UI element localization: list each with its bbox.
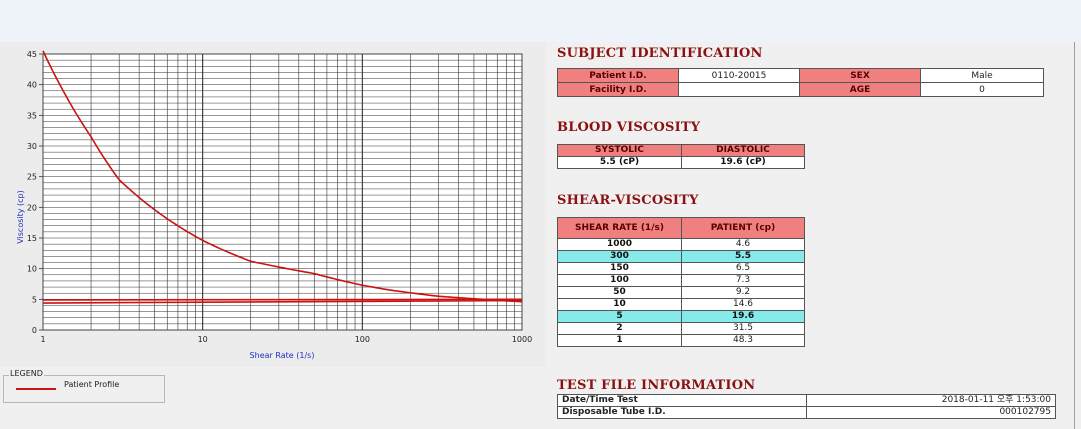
tube-id-label: Disposable Tube I.D. bbox=[557, 406, 807, 419]
y-tick-label: 40 bbox=[27, 81, 37, 90]
patient-value-cell: 6.5 bbox=[681, 262, 805, 275]
datetime-label: Date/Time Test bbox=[557, 394, 807, 407]
facility-id-label: Facility I.D. bbox=[557, 82, 679, 97]
x-tick-labels: 1 10 100 1000 bbox=[40, 335, 532, 344]
test-file-table: Date/Time Test 2018-01-11 오후 1:53:00 Dis… bbox=[557, 394, 1056, 419]
series-line bbox=[42, 50, 523, 303]
sex-label: SEX bbox=[799, 68, 921, 83]
shear-rate-cell: 150 bbox=[557, 262, 682, 275]
shear-rate-cell: 1000 bbox=[557, 238, 682, 251]
diastolic-label: DIASTOLIC bbox=[681, 144, 805, 157]
y-tick-label: 5 bbox=[32, 295, 37, 304]
window-edge bbox=[1074, 42, 1075, 429]
patient-id-label: Patient I.D. bbox=[557, 68, 679, 83]
y-tick-label: 20 bbox=[27, 203, 37, 212]
y-tick-label: 25 bbox=[27, 173, 37, 182]
shear-rate-cell: 5 bbox=[557, 310, 682, 323]
y-tick-label: 15 bbox=[27, 234, 37, 243]
systolic-label: SYSTOLIC bbox=[557, 144, 682, 157]
shear-rate-cell: 300 bbox=[557, 250, 682, 263]
shear-rows: 1000 4.6 300 5.5 150 6.5 100 7.3 50 9.2 10 14.6 5 19.… bbox=[557, 238, 805, 347]
y-tick-label: 10 bbox=[27, 265, 37, 274]
age-label: AGE bbox=[799, 82, 921, 97]
blood-viscosity-title: BLOOD VISCOSITY bbox=[557, 120, 701, 135]
tube-id-value: 000102795 bbox=[806, 406, 1056, 419]
table-row: 100 7.3 bbox=[557, 274, 805, 287]
patient-value-cell: 4.6 bbox=[681, 238, 805, 251]
y-tick-label: 0 bbox=[32, 326, 37, 335]
plot-area bbox=[43, 54, 522, 330]
table-row: 5.5 (cP) 19.6 (cP) bbox=[557, 156, 805, 169]
x-tick-label: 100 bbox=[355, 335, 370, 344]
y-tick-labels: 45 40 35 30 25 20 15 10 5 0 bbox=[27, 50, 37, 335]
shear-rate-cell: 50 bbox=[557, 286, 682, 299]
patient-id-value: 0110-20015 bbox=[678, 68, 800, 83]
table-header-row: SHEAR RATE (1/s) PATIENT (cp) bbox=[557, 217, 805, 239]
patient-column-header: PATIENT (cp) bbox=[681, 217, 805, 239]
subject-table: Patient I.D. 0110-20015 SEX Male Facilit… bbox=[557, 68, 1044, 97]
shear-rate-cell: 100 bbox=[557, 274, 682, 287]
blood-viscosity-table: SYSTOLIC DIASTOLIC 5.5 (cP) 19.6 (cP) bbox=[557, 144, 805, 169]
y-axis-label: Viscosity (cp) bbox=[16, 190, 25, 244]
shear-viscosity-title: SHEAR-VISCOSITY bbox=[557, 193, 699, 208]
plot-frame bbox=[42, 53, 523, 331]
table-row: 150 6.5 bbox=[557, 262, 805, 275]
chart-series bbox=[42, 50, 523, 304]
shear-rate-cell: 2 bbox=[557, 322, 682, 335]
shear-rate-column-header: SHEAR RATE (1/s) bbox=[557, 217, 682, 239]
table-row: SYSTOLIC DIASTOLIC bbox=[557, 144, 805, 157]
series-line bbox=[42, 299, 523, 304]
viscosity-chart: 45 40 35 30 25 20 15 10 5 0 1 10 100 1000 Viscosity … bbox=[0, 42, 545, 367]
table-row: 1000 4.6 bbox=[557, 238, 805, 251]
test-file-information-title: TEST FILE INFORMATION bbox=[557, 378, 756, 393]
systolic-value: 5.5 (cP) bbox=[557, 156, 682, 169]
table-row: 300 5.5 bbox=[557, 250, 805, 263]
table-row: Patient I.D. 0110-20015 SEX Male bbox=[557, 68, 1044, 83]
patient-value-cell: 14.6 bbox=[681, 298, 805, 311]
top-bar bbox=[0, 0, 1081, 42]
series-line bbox=[42, 298, 523, 301]
datetime-value: 2018-01-11 오후 1:53:00 bbox=[806, 394, 1056, 407]
chart-legend: LEGEND Patient Profile bbox=[3, 369, 165, 403]
x-tick-label: 10 bbox=[198, 335, 208, 344]
table-row: 2 31.5 bbox=[557, 322, 805, 335]
table-row: 50 9.2 bbox=[557, 286, 805, 299]
shear-viscosity-table: SHEAR RATE (1/s) PATIENT (cp) 1000 4.6 300… bbox=[557, 217, 805, 347]
table-row: Facility I.D. AGE 0 bbox=[557, 82, 1044, 97]
x-tick-label: 1000 bbox=[512, 335, 532, 344]
diastolic-value: 19.6 (cP) bbox=[681, 156, 805, 169]
legend-line-swatch bbox=[16, 388, 56, 390]
sex-value: Male bbox=[920, 68, 1044, 83]
shear-rate-cell: 1 bbox=[557, 334, 682, 347]
table-row: 10 14.6 bbox=[557, 298, 805, 311]
patient-value-cell: 9.2 bbox=[681, 286, 805, 299]
y-tick-label: 30 bbox=[27, 142, 37, 151]
patient-value-cell: 5.5 bbox=[681, 250, 805, 263]
table-row: 5 19.6 bbox=[557, 310, 805, 323]
legend-title: LEGEND bbox=[9, 369, 44, 378]
facility-id-value bbox=[678, 82, 800, 97]
subject-identification-title: SUBJECT IDENTIFICATION bbox=[557, 46, 763, 61]
patient-value-cell: 19.6 bbox=[681, 310, 805, 323]
y-tick-label: 35 bbox=[27, 111, 37, 120]
patient-value-cell: 48.3 bbox=[681, 334, 805, 347]
shear-rate-cell: 10 bbox=[557, 298, 682, 311]
patient-value-cell: 7.3 bbox=[681, 274, 805, 287]
table-row: Date/Time Test 2018-01-11 오후 1:53:00 bbox=[557, 394, 1056, 407]
legend-item-label: Patient Profile bbox=[64, 380, 120, 389]
table-row: Disposable Tube I.D. 000102795 bbox=[557, 406, 1056, 419]
x-tick-label: 1 bbox=[40, 335, 45, 344]
patient-value-cell: 31.5 bbox=[681, 322, 805, 335]
x-axis-label: Shear Rate (1/s) bbox=[250, 351, 315, 360]
age-value: 0 bbox=[920, 82, 1044, 97]
table-row: 1 48.3 bbox=[557, 334, 805, 347]
y-tick-label: 45 bbox=[27, 50, 37, 59]
